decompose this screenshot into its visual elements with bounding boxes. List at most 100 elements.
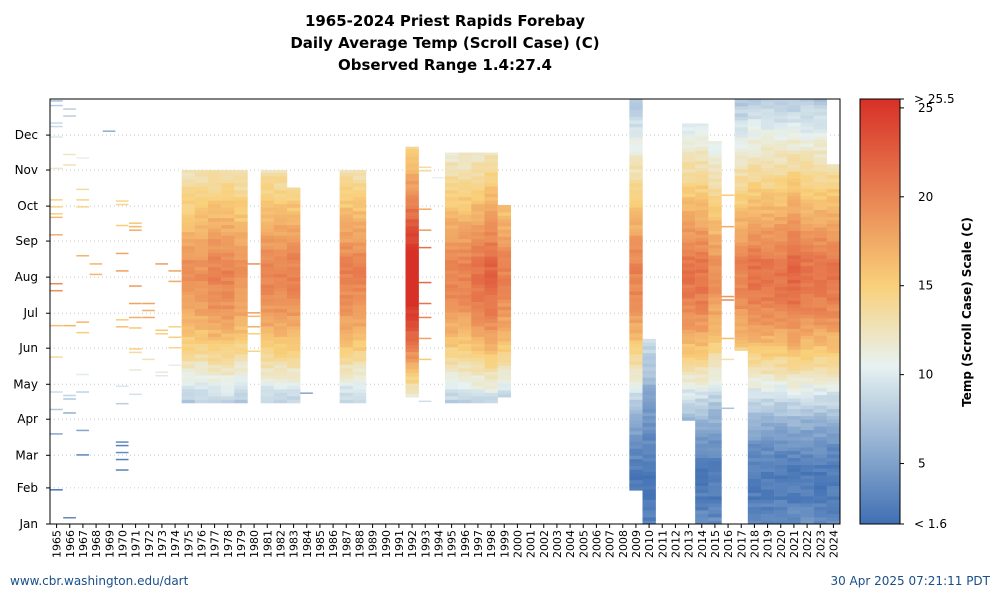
heatmap-cell xyxy=(787,206,801,211)
heatmap-cell xyxy=(800,136,814,141)
heatmap-cell xyxy=(813,213,828,217)
heatmap-cell xyxy=(826,408,841,413)
heatmap-cell xyxy=(642,436,656,441)
heatmap-cell xyxy=(194,170,209,173)
heatmap-cell xyxy=(708,167,722,172)
heatmap-cell xyxy=(734,336,749,341)
heatmap-cell xyxy=(774,307,788,312)
heatmap-cell xyxy=(826,202,841,207)
heatmap-cell xyxy=(682,416,696,421)
heatmap-cell xyxy=(405,197,419,202)
heatmap-cell xyxy=(682,123,696,128)
heatmap-cell xyxy=(708,164,722,169)
heatmap-cell xyxy=(708,349,722,354)
heatmap-cell xyxy=(642,454,656,459)
heatmap-cell xyxy=(234,200,248,205)
heatmap-cell xyxy=(787,468,801,472)
heatmap-cell xyxy=(445,333,459,337)
heatmap-cell xyxy=(787,132,801,137)
heatmap-cell xyxy=(695,461,709,466)
heatmap-cell xyxy=(734,196,749,201)
source-url[interactable]: www.cbr.washington.edu/dart xyxy=(10,574,189,588)
heatmap-cell xyxy=(774,426,788,431)
heatmap-cell xyxy=(774,352,788,357)
heatmap-cell xyxy=(339,228,354,233)
heatmap-cell xyxy=(339,231,354,236)
heatmap-cell xyxy=(129,302,142,305)
heatmap-cell xyxy=(234,350,248,355)
x-tick-label: 2011 xyxy=(656,530,669,558)
heatmap-cell xyxy=(800,342,814,347)
heatmap-cell xyxy=(800,499,814,504)
heatmap-cell xyxy=(458,214,472,219)
heatmap-cell xyxy=(234,231,248,236)
heatmap-cell xyxy=(826,503,841,507)
heatmap-cell xyxy=(208,350,222,355)
heatmap-cell xyxy=(800,520,814,525)
heatmap-cell xyxy=(695,377,709,382)
heatmap-cell xyxy=(287,245,301,250)
heatmap-cell xyxy=(695,475,709,479)
heatmap-cell xyxy=(682,175,696,180)
heatmap-cell xyxy=(629,423,643,428)
x-tick-label: 2004 xyxy=(564,530,577,558)
heatmap-cell xyxy=(774,122,788,127)
heatmap-cell xyxy=(682,154,696,159)
heatmap-cell xyxy=(642,492,656,497)
heatmap-cell xyxy=(629,472,643,477)
heatmap-cell xyxy=(471,245,485,250)
heatmap-cell xyxy=(405,232,419,237)
heatmap-cell xyxy=(458,231,472,236)
heatmap-cell xyxy=(708,363,722,368)
heatmap-cell xyxy=(208,266,222,271)
heatmap-cell xyxy=(50,282,63,285)
heatmap-cell xyxy=(734,99,749,103)
heatmap-cell xyxy=(826,499,841,504)
heatmap-cell xyxy=(774,188,788,193)
heatmap-cell xyxy=(682,256,696,261)
heatmap-cell xyxy=(774,506,788,511)
heatmap-cell xyxy=(234,322,248,327)
heatmap-cell xyxy=(629,347,643,351)
heatmap-cell xyxy=(168,270,182,272)
x-tick-label: 1990 xyxy=(380,530,393,558)
heatmap-cell xyxy=(484,207,498,212)
heatmap-cell xyxy=(471,319,485,323)
heatmap-cell xyxy=(208,256,222,261)
heatmap-cell xyxy=(405,281,419,286)
heatmap-cell xyxy=(761,139,775,144)
heatmap-cell xyxy=(405,250,419,255)
heatmap-cell xyxy=(629,409,643,414)
y-tick-label: Aug xyxy=(15,270,38,284)
heatmap-cell xyxy=(629,462,643,467)
heatmap-cell xyxy=(194,340,209,344)
heatmap-cell xyxy=(800,506,814,511)
heatmap-cell xyxy=(129,229,142,231)
heatmap-cell xyxy=(695,391,709,396)
heatmap-cell xyxy=(787,387,801,392)
heatmap-cell xyxy=(458,256,472,261)
heatmap-cell xyxy=(774,461,788,466)
heatmap-cell xyxy=(418,337,432,340)
heatmap-cell xyxy=(747,482,762,486)
heatmap-cell xyxy=(287,312,301,316)
heatmap-cell xyxy=(194,333,209,337)
heatmap-cell xyxy=(774,202,788,207)
heatmap-cell xyxy=(813,391,828,396)
heatmap-cell xyxy=(629,172,643,177)
heatmap-cell xyxy=(208,189,222,194)
heatmap-cell xyxy=(194,336,209,341)
heatmap-cell xyxy=(826,265,841,270)
heatmap-cell xyxy=(194,312,209,316)
heatmap-cell xyxy=(813,398,828,403)
heatmap-cell xyxy=(168,336,182,339)
heatmap-cell xyxy=(260,189,275,194)
heatmap-cell xyxy=(695,331,709,336)
observed-range-label: Observed Range 1.4:27.4 xyxy=(338,56,552,74)
heatmap-cell xyxy=(181,347,196,351)
heatmap-cell xyxy=(813,440,828,445)
heatmap-cell xyxy=(787,104,801,109)
heatmap-cell xyxy=(826,338,841,343)
heatmap-cell xyxy=(194,214,209,219)
heatmap-cell xyxy=(747,412,762,417)
